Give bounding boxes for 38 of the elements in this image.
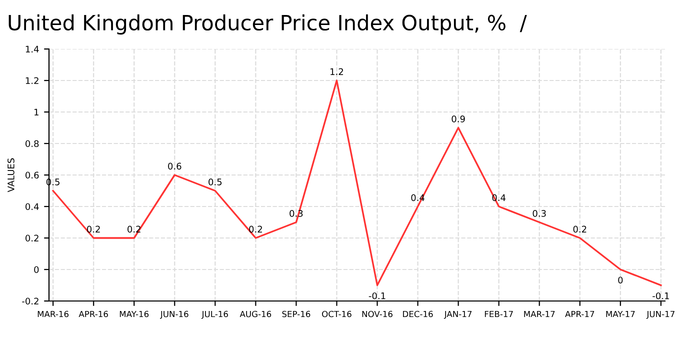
x-tick-label: MAR-16 <box>38 310 69 318</box>
chart-title: United Kingdom Producer Price Index Output, % / <box>8 14 527 35</box>
x-tick-label: JAN-17 <box>444 310 472 319</box>
x-tick-label: NOV-16 <box>362 310 392 318</box>
x-tick-label: MAY-17 <box>606 310 635 318</box>
data-label: 0.2 <box>86 226 100 233</box>
y-tick-label: 1 <box>34 108 38 116</box>
x-tick-label: OCT-16 <box>322 310 352 318</box>
y-tick-label: 0.8 <box>26 140 39 148</box>
data-label: 0.6 <box>168 162 182 170</box>
data-label: 0.5 <box>208 178 222 186</box>
x-tick-label: JUN-16 <box>160 310 188 319</box>
x-tick-label: MAR-17 <box>524 310 555 318</box>
data-label: 0 <box>618 276 623 284</box>
data-label: -0.1 <box>652 292 669 300</box>
data-label: -0.1 <box>368 292 386 300</box>
y-tick-label: 1.4 <box>26 46 39 52</box>
y-tick-label: 1.2 <box>26 77 38 84</box>
x-tick-label: JUN-17 <box>646 310 674 319</box>
y-tick-label: 0 <box>34 266 39 274</box>
y-tick-label: -0.2 <box>22 298 38 305</box>
x-tick-label: AUG-16 <box>240 310 272 318</box>
y-tick-label: 0.6 <box>26 172 39 179</box>
x-tick-label: SEP-16 <box>282 310 310 318</box>
data-label: 0.2 <box>249 226 262 233</box>
data-label: 0.2 <box>573 226 586 233</box>
x-tick-label: APR-17 <box>565 310 594 318</box>
y-tick-label: 0.2 <box>26 234 38 242</box>
data-label: 1.2 <box>330 68 344 75</box>
x-tick-label: MAY-16 <box>120 310 149 318</box>
x-tick-label: DEC-16 <box>403 310 433 318</box>
x-tick-label: JUL-16 <box>201 310 228 319</box>
data-label: 0.3 <box>532 210 546 217</box>
x-tick-label: FEB-17 <box>484 310 513 318</box>
y-tick-label: 0.4 <box>26 203 39 210</box>
y-axis-title: VALUES <box>8 158 14 192</box>
x-tick-label: APR-16 <box>78 310 108 318</box>
data-label: 0.9 <box>452 115 465 122</box>
